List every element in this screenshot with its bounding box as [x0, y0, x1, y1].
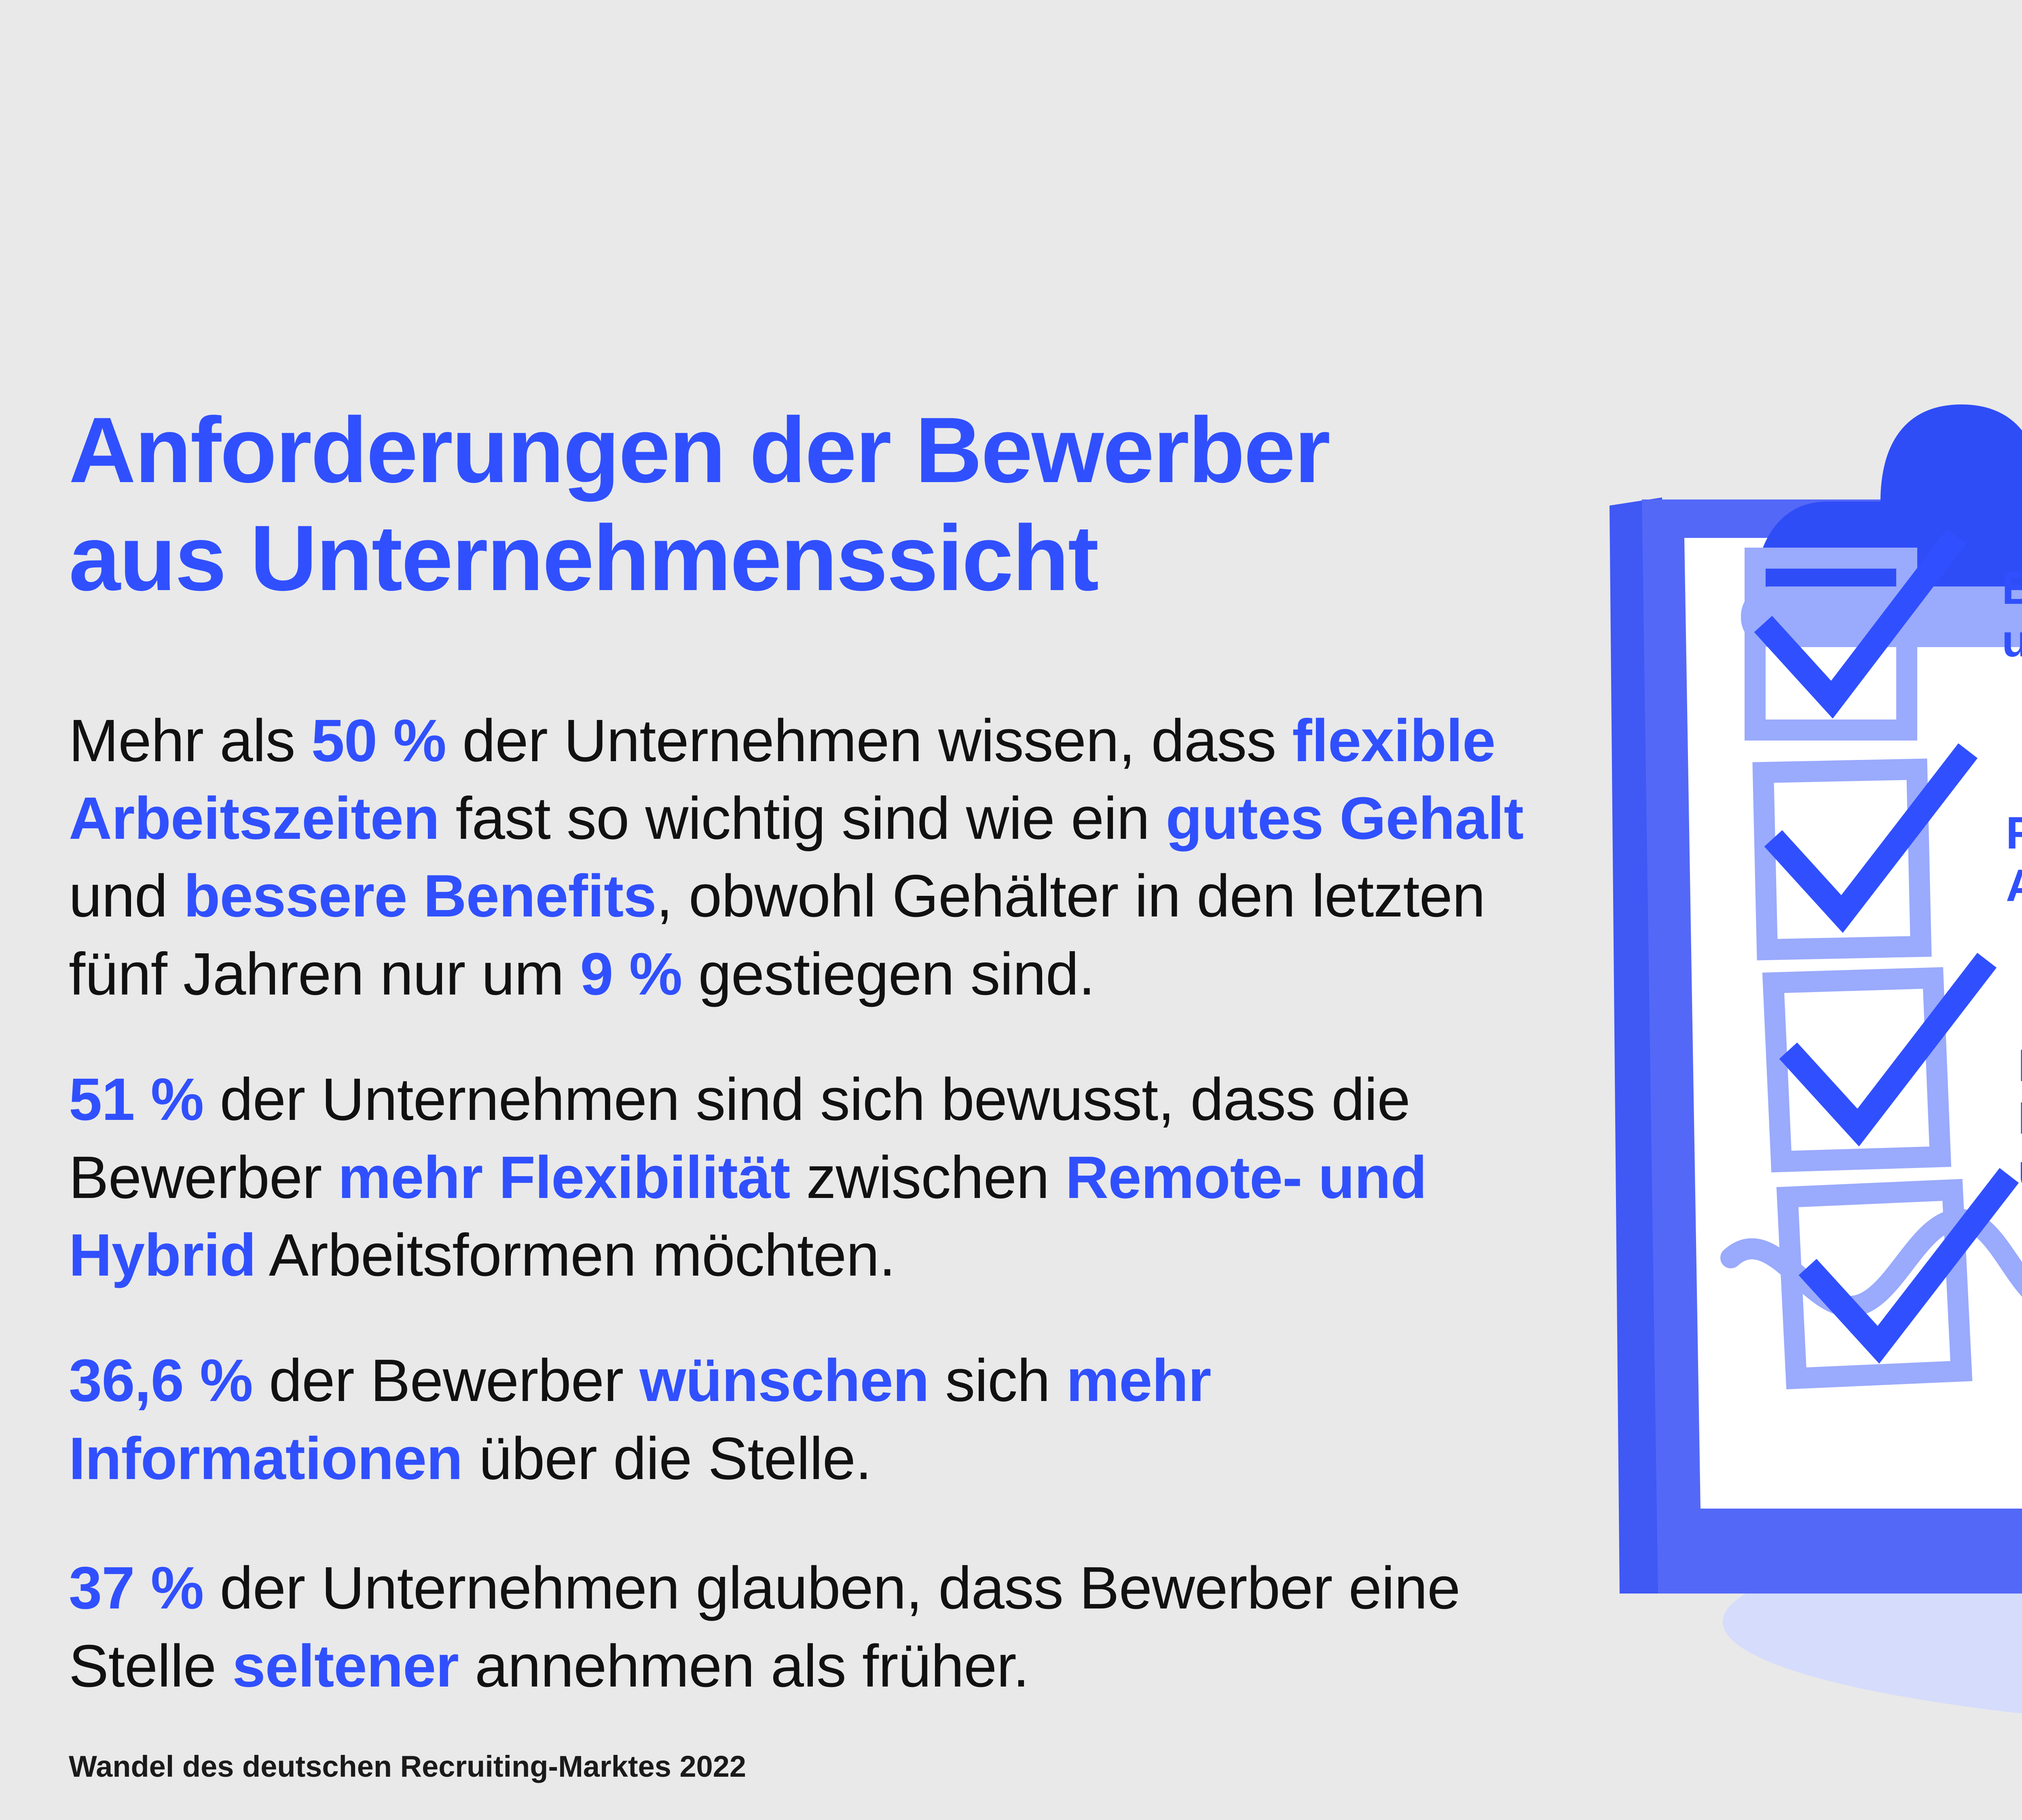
checkbox-3-box: [1762, 967, 1952, 1172]
checkbox-4-box: [1776, 1179, 1973, 1390]
checklist-label-3: Mehr Informationen über Stelle: [2018, 1039, 2022, 1197]
checkbox-1-checkmark: [1754, 529, 1967, 719]
paragraph-2: 51 % der Unternehmen sind sich bewusst, …: [69, 1066, 1427, 1289]
checkbox-3: [1762, 952, 1997, 1172]
checkbox-2: [1752, 743, 1978, 961]
checklist-label-1: Bessere Benefits und Gehalt: [2002, 563, 2022, 666]
checkbox-2-checkmark: [1764, 743, 1978, 933]
text-column: Anforderungen der Bewerber aus Unternehm…: [69, 396, 1565, 1705]
checkbox-2-box: [1752, 758, 1932, 961]
checklist-label-2: Flexiblere Arbeitszeiten: [2006, 808, 2022, 911]
checkbox-4-checkmark: [1798, 1168, 2019, 1364]
illustration-svg: [1610, 404, 2022, 1714]
checkbox-1: [1745, 529, 1967, 741]
paragraph-1: Mehr als 50 % der Unternehmen wissen, da…: [69, 707, 1524, 1007]
clipboard-illustration: Bessere Benefits und Gehalt Flexiblere A…: [1597, 364, 2022, 1820]
page-title: Anforderungen der Bewerber aus Unternehm…: [69, 398, 1330, 610]
checkbox-3-checkmark: [1779, 952, 1997, 1147]
paragraph-3: 36,6 % der Bewerber wünschen sich mehr I…: [69, 1347, 1211, 1492]
paragraph-4: 37 % der Unternehmen glauben, dass Bewer…: [69, 1555, 1460, 1699]
clipboard: [1610, 404, 2022, 1594]
checkbox-1-box: [1745, 548, 1917, 741]
source-footnote: Wandel des deutschen Recruiting-Marktes …: [69, 1750, 747, 1783]
checkbox-4: [1776, 1168, 2019, 1390]
